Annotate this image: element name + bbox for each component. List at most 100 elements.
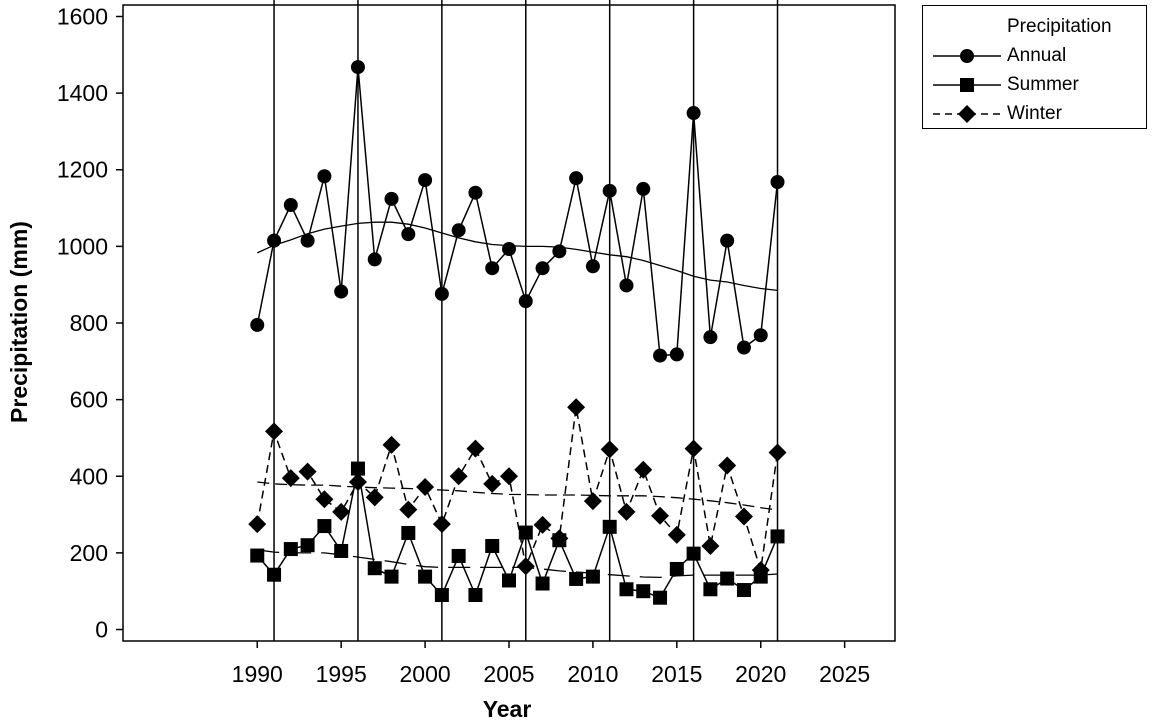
annual-point-2007 — [535, 261, 550, 276]
annual-point-1996 — [350, 60, 365, 75]
annual-point-2002 — [451, 223, 466, 238]
annual-point-1993 — [300, 233, 315, 248]
summer-point-1990 — [250, 548, 265, 563]
trend-lines — [257, 221, 778, 579]
annual-point-2011 — [602, 183, 617, 198]
trend-line-summer — [257, 549, 778, 579]
winter-point-2011 — [600, 440, 619, 459]
annual-point-2013 — [636, 181, 651, 196]
x-tick-label-2005: 2005 — [483, 661, 534, 687]
winter-point-2013 — [634, 460, 653, 479]
annual-point-1997 — [367, 252, 382, 267]
series-line-annual — [256, 67, 779, 357]
series-lines — [256, 67, 779, 599]
summer-point-2011 — [602, 519, 617, 534]
legend-annual-symbol — [933, 49, 1001, 63]
annual-point-2012 — [619, 278, 634, 293]
winter-point-1994 — [315, 490, 334, 509]
summer-point-2005 — [502, 573, 516, 588]
x-tick-label-1990: 1990 — [232, 661, 283, 687]
y-tick-label-0: 0 — [95, 617, 108, 643]
annual-point-1995 — [334, 284, 349, 299]
legend-label-summer: Summer — [1007, 74, 1079, 95]
y-tick-label-800: 800 — [70, 310, 108, 336]
summer-point-2014 — [653, 590, 668, 605]
legend-summer-symbol — [933, 78, 1001, 92]
annual-point-2020 — [753, 328, 768, 343]
winter-point-2016 — [684, 439, 703, 458]
summer-point-2007 — [535, 576, 550, 591]
x-tick-label-1995: 1995 — [316, 661, 367, 687]
winter-point-2014 — [651, 506, 670, 525]
winter-point-2003 — [466, 439, 485, 458]
annual-point-2021 — [770, 175, 785, 190]
legend: Precipitation Annual Summer Winter — [922, 5, 1147, 129]
y-tick-label-600: 600 — [70, 387, 108, 413]
summer-point-2002 — [451, 548, 466, 563]
annual-point-2004 — [485, 261, 500, 276]
winter-point-2021 — [768, 443, 787, 462]
summer-point-1994 — [317, 519, 332, 534]
summer-point-2000 — [418, 569, 433, 584]
x-tick-label-2015: 2015 — [651, 661, 702, 687]
summer-point-1991 — [267, 567, 282, 582]
x-tick-label-2020: 2020 — [735, 661, 786, 687]
annual-point-2016 — [686, 106, 701, 121]
y-axis-ticks: 0 200 400 600 800 1000 1200 1400 1600 — [57, 3, 123, 643]
trend-line-winter — [257, 481, 778, 511]
data-markers — [248, 60, 787, 605]
legend-item-summer: Summer — [933, 71, 1143, 99]
winter-point-2010 — [583, 492, 602, 511]
winter-point-2005 — [500, 467, 518, 486]
annual-point-2014 — [653, 348, 668, 363]
summer-point-1993 — [300, 538, 315, 553]
winter-point-2002 — [449, 467, 468, 486]
winter-point-1996 — [348, 473, 367, 491]
summer-point-1995 — [334, 543, 349, 558]
legend-winter-symbol — [933, 105, 1001, 123]
winter-point-2009 — [567, 398, 586, 417]
legend-label-annual: Annual — [1007, 45, 1067, 66]
summer-point-1992 — [283, 542, 298, 557]
x-axis-label: Year — [483, 696, 532, 722]
annual-point-2008 — [552, 244, 567, 259]
winter-point-1997 — [365, 488, 384, 507]
annual-point-1998 — [384, 191, 399, 206]
summer-point-2006 — [518, 525, 533, 540]
winter-point-2000 — [416, 477, 435, 496]
winter-point-2007 — [533, 515, 552, 534]
winter-point-2004 — [483, 474, 502, 493]
winter-point-2019 — [734, 507, 753, 526]
winter-point-1998 — [382, 435, 401, 454]
winter-point-1999 — [399, 500, 418, 519]
annual-point-2005 — [502, 242, 516, 257]
annual-point-2017 — [703, 330, 718, 345]
annual-point-2003 — [468, 185, 483, 200]
annual-point-2019 — [736, 340, 751, 355]
legend-label-winter: Winter — [1007, 103, 1062, 124]
annual-point-2010 — [585, 259, 600, 274]
series-line-winter — [256, 407, 779, 571]
winter-point-2020 — [751, 561, 770, 580]
summer-point-1999 — [401, 525, 416, 540]
summer-point-2021 — [770, 529, 785, 544]
summer-point-1996 — [350, 461, 365, 476]
x-tick-label-2010: 2010 — [567, 661, 618, 687]
summer-point-1997 — [367, 561, 382, 576]
annual-point-1990 — [250, 317, 265, 332]
winter-point-2017 — [701, 536, 720, 555]
plot-area-frame — [122, 4, 896, 642]
y-tick-label-1400: 1400 — [57, 80, 108, 106]
summer-point-2015 — [669, 561, 684, 576]
winter-point-1991 — [265, 422, 284, 441]
summer-point-2019 — [736, 583, 751, 598]
y-axis-label: Precipitation (mm) — [6, 221, 32, 423]
winter-point-1992 — [281, 469, 300, 488]
summer-point-2004 — [485, 538, 500, 553]
y-tick-label-1000: 1000 — [57, 233, 108, 259]
winter-point-2006 — [516, 557, 535, 576]
y-tick-label-1200: 1200 — [57, 157, 108, 183]
trend-line-annual — [257, 221, 778, 292]
summer-point-2003 — [468, 588, 483, 603]
